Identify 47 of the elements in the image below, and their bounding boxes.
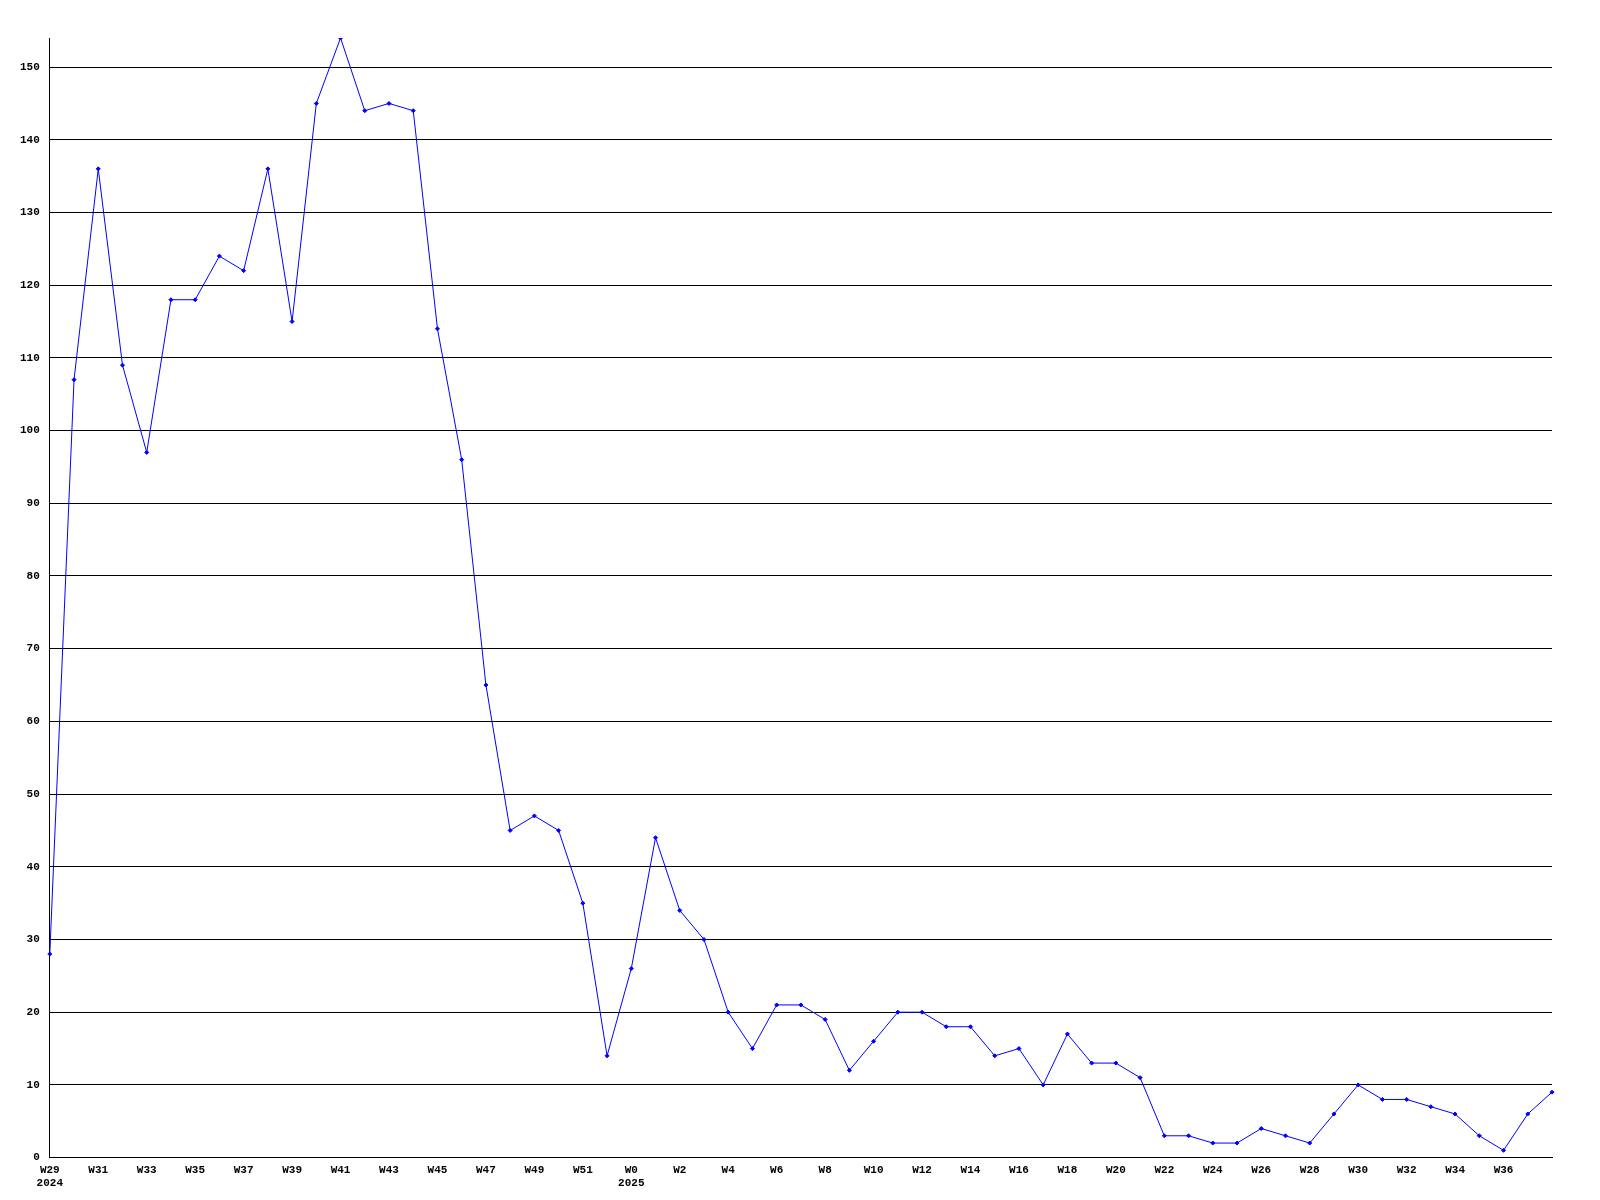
- x-tick-label: W4: [721, 1163, 736, 1176]
- x-tick-label: W33: [136, 1163, 158, 1176]
- y-tick-label: 140: [19, 133, 40, 146]
- y-tick-label: 20: [26, 1005, 40, 1018]
- y-tick-label: 70: [26, 642, 40, 655]
- x-tick-label: W24: [1202, 1163, 1224, 1176]
- x-tick-label: W8: [818, 1163, 833, 1176]
- x-tick-label: W37: [233, 1163, 254, 1176]
- x-tick-label: W36: [1493, 1163, 1514, 1176]
- x-tick-label: W51: [572, 1163, 594, 1176]
- x-tick-label: W6: [770, 1163, 784, 1176]
- x-tick-label: W43: [379, 1163, 400, 1176]
- y-tick-label: 10: [26, 1078, 40, 1091]
- y-tick-label: 100: [19, 424, 40, 437]
- y-tick-label: 50: [26, 787, 40, 800]
- x-tick-label: W31: [88, 1163, 109, 1176]
- y-tick-label: 90: [26, 497, 40, 510]
- x-tick-label: W39: [282, 1163, 302, 1176]
- y-tick-label: 30: [26, 933, 40, 946]
- x-tick-label: W49: [524, 1163, 545, 1176]
- x-tick-label: W12: [912, 1163, 932, 1176]
- x-tick-label: W14: [960, 1163, 981, 1176]
- y-tick-label: 110: [19, 351, 40, 364]
- y-tick-label: 150: [19, 60, 40, 73]
- x-tick-label: W32: [1396, 1163, 1417, 1176]
- y-tick-label: 0: [33, 1151, 40, 1164]
- x-tick-label: W2: [673, 1163, 687, 1176]
- x-tick-label: W30: [1348, 1163, 1369, 1176]
- y-tick-label: 40: [26, 860, 40, 873]
- x-tick-label: W22: [1154, 1163, 1175, 1176]
- x-tick-label: W26: [1251, 1163, 1272, 1176]
- x-tick-label: W10: [863, 1163, 884, 1176]
- y-tick-label: 80: [26, 569, 40, 582]
- y-tick-label: 60: [26, 715, 40, 728]
- y-tick-label: 120: [19, 278, 40, 291]
- x-tick-label: W45: [427, 1163, 448, 1176]
- x-tick-label: W41: [330, 1163, 351, 1176]
- x-tick-label: W35: [185, 1163, 206, 1176]
- x-tick-label: W47: [476, 1163, 496, 1176]
- x-tick-label: W28: [1299, 1163, 1321, 1176]
- x-tick-label: W20: [1105, 1163, 1126, 1176]
- x-tick-label: W0 2025: [618, 1163, 645, 1190]
- x-tick-label: W18: [1057, 1163, 1078, 1176]
- x-tick-label: W29 2024: [36, 1163, 64, 1190]
- x-tick-label: W16: [1009, 1163, 1029, 1176]
- x-tick-label: W34: [1445, 1163, 1466, 1176]
- y-tick-label: 130: [19, 206, 40, 219]
